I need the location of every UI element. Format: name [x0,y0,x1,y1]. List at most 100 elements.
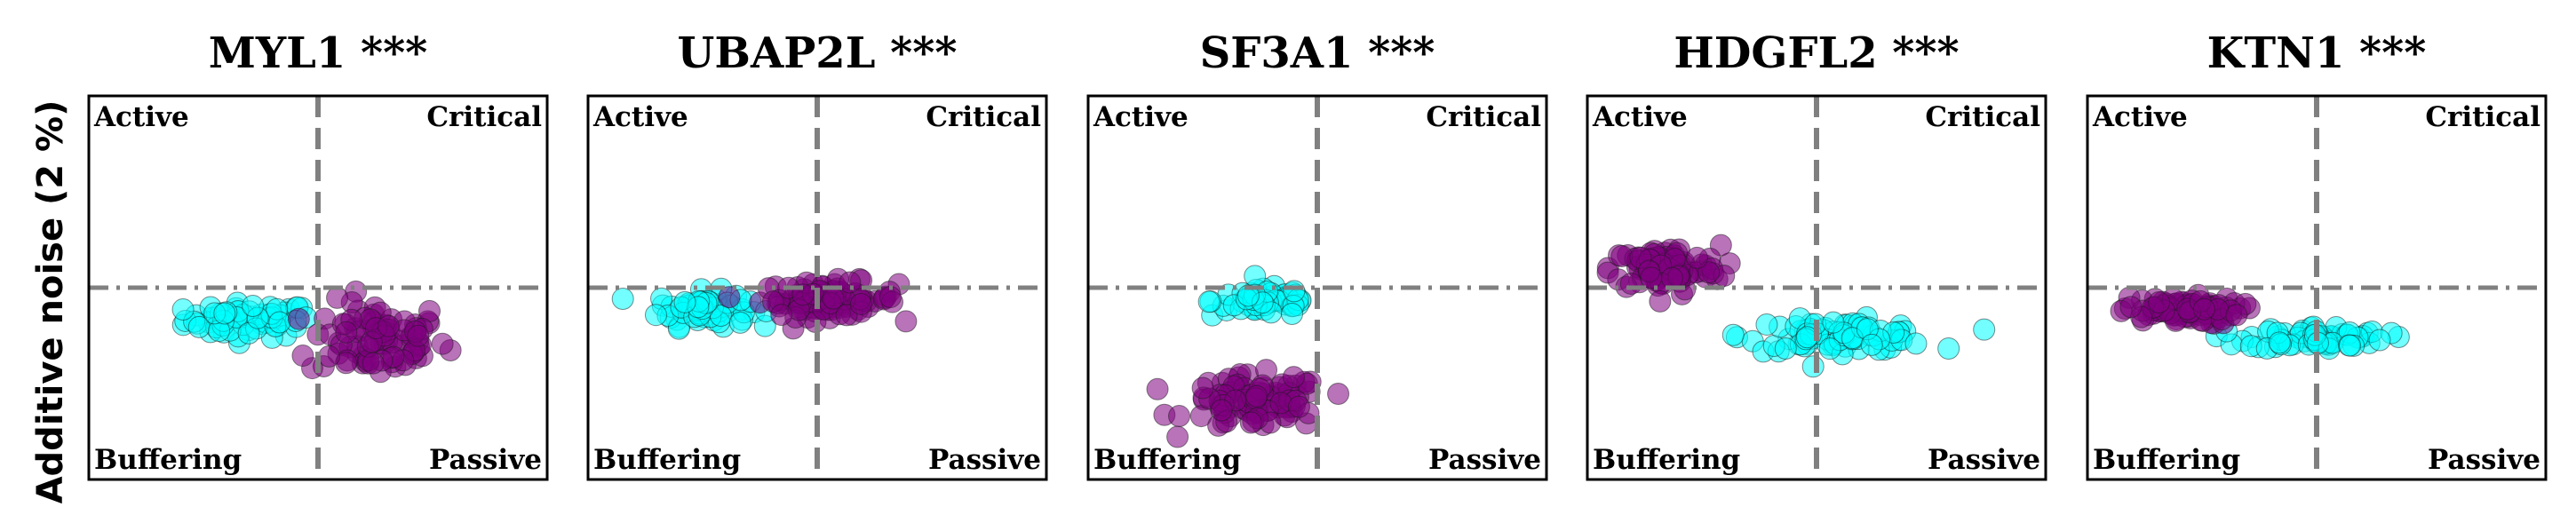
series-2 [2110,283,2261,335]
panel-title: SF3A1 *** [1200,28,1435,78]
data-point [1649,289,1672,313]
data-point [268,311,291,334]
data-point [1269,392,1292,415]
data-point [2368,329,2391,352]
data-point [171,298,195,321]
panel-4: HDGFL2 *** Active Critical Buffering Passive [1586,28,2047,481]
data-point [1610,244,1634,267]
panel-frame [2086,94,2548,481]
quadrant-label-passive: Passive [429,444,542,476]
quadrant-label-critical: Critical [1426,101,1541,133]
quadrant-label-buffering: Buffering [1593,444,1740,476]
quadrant-label-buffering: Buffering [1093,444,1241,476]
series-1 [171,291,317,354]
quadrant-label-buffering: Buffering [593,444,741,476]
data-point [1685,246,1708,269]
quadrant-label-active: Active [592,101,688,133]
data-point [2119,296,2143,319]
quadrant-label-passive: Passive [1928,444,2040,476]
data-point [718,286,741,309]
data-point [291,345,314,368]
data-point [1937,337,1960,360]
data-point [1721,323,1745,346]
data-point [894,310,918,333]
panel-frame [87,94,549,481]
data-point [213,302,236,325]
data-point [1287,395,1310,418]
data-point [317,345,340,368]
data-point [1697,261,1721,284]
data-point [728,311,751,334]
quadrant-label-active: Active [1592,101,1688,133]
data-point [2148,291,2171,314]
data-point [2339,334,2362,357]
data-point [1801,355,1825,378]
panel-frame [586,94,1048,481]
data-point [335,321,358,344]
quadrant-label-passive: Passive [2428,444,2540,476]
data-point [2192,297,2215,321]
panel-title: KTN1 *** [2207,28,2427,78]
panel-3: SF3A1 *** Active Critical Buffering Passive [1086,28,1548,481]
series-1 [611,277,778,340]
quadrant-label-active: Active [2092,101,2188,133]
series-2 [1596,234,1741,313]
data-point [1282,366,1305,389]
quadrant-label-passive: Passive [1428,444,1541,476]
data-point [673,290,696,313]
data-point [1822,311,1845,334]
data-point [839,271,862,294]
data-point [1168,405,1191,428]
quadrant-label-critical: Critical [2425,101,2540,133]
data-point [611,288,634,311]
data-point [1191,376,1214,400]
quadrant-label-critical: Critical [926,101,1041,133]
data-point [1146,377,1169,400]
data-point [2268,331,2291,354]
data-point [1166,425,1189,448]
data-point [1973,318,1996,341]
series-1 [1721,305,1996,378]
quadrant-label-critical: Critical [426,101,542,133]
data-point [407,324,430,347]
data-point [1640,266,1663,289]
data-point [644,304,667,327]
panel-frame [1586,94,2047,481]
panel-title: HDGFL2 *** [1674,28,1959,78]
data-point [1327,382,1350,405]
data-point [326,286,349,309]
panel-title: MYL1 *** [209,28,428,78]
quadrant-label-buffering: Buffering [94,444,242,476]
data-point [242,295,265,318]
panel-frame [1086,94,1548,481]
data-point [1239,411,1262,434]
series-1 [1197,265,1312,327]
data-point [1818,337,1841,360]
data-point [2225,304,2248,327]
data-point [1283,280,1306,303]
series-2 [718,267,918,340]
data-point [1619,272,1642,295]
series-2 [287,280,462,384]
data-point [1197,290,1220,313]
data-point [1245,384,1268,408]
data-point [1210,399,1233,422]
quadrant-label-critical: Critical [1925,101,2040,133]
data-point [1904,332,1928,355]
panel-2: UBAP2L *** Active Critical Buffering Passive [586,28,1048,481]
panel-5: KTN1 *** Active Critical Buffering Passive [2086,28,2548,481]
data-point [1860,333,1883,356]
panel-title: UBAP2L *** [678,28,958,78]
data-point [1236,284,1260,307]
data-point [822,287,845,310]
data-point [849,292,872,315]
data-point [362,352,385,375]
data-point [1281,302,1304,325]
data-point [1755,313,1778,336]
quadrant-label-active: Active [93,101,189,133]
quadrant-label-active: Active [1093,101,1189,133]
data-point [1774,337,1797,360]
figure-ylabel: Additive noise (2 %) [30,100,71,504]
quadrant-label-passive: Passive [928,444,1041,476]
